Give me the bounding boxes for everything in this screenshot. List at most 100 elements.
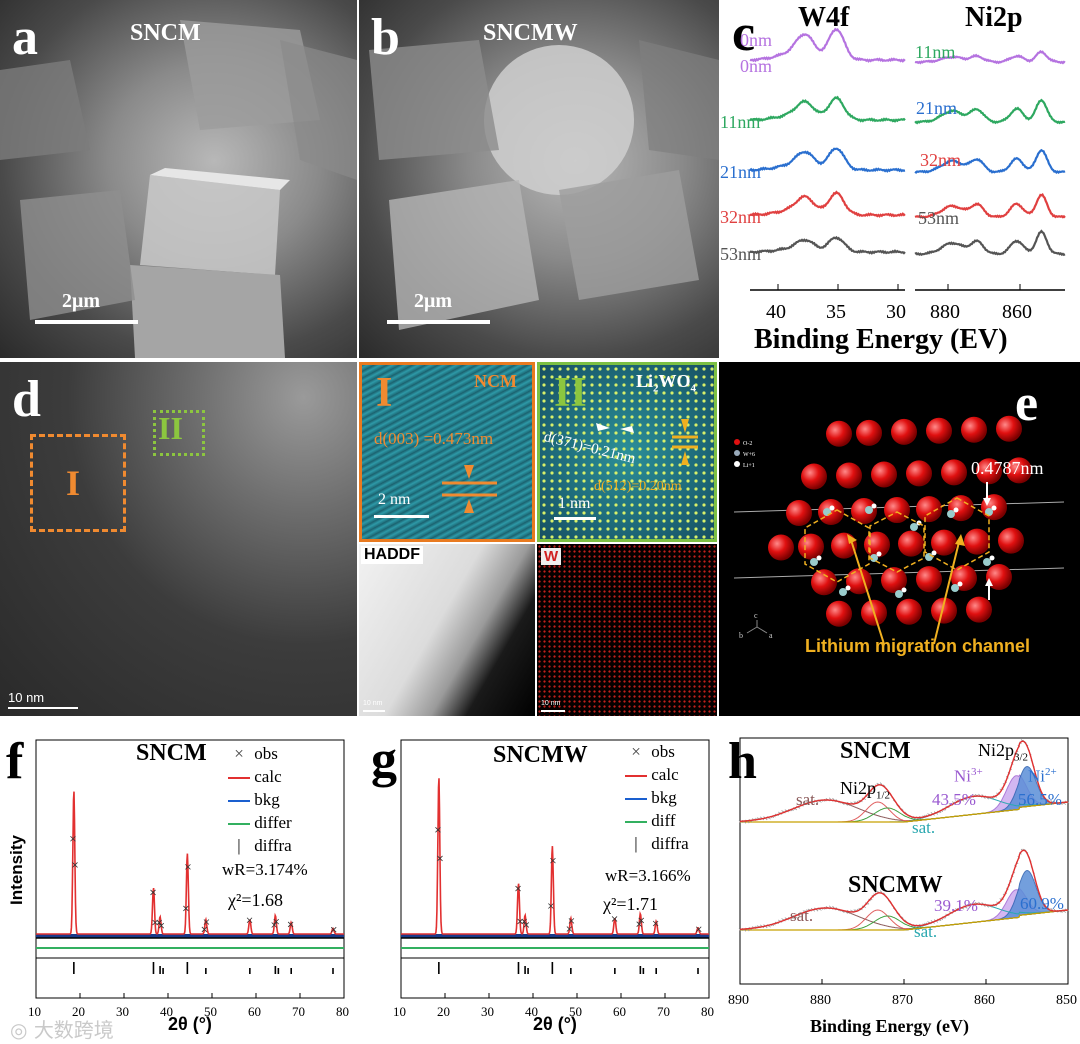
sem-particles-b xyxy=(369,40,719,330)
panel-g-label: g xyxy=(371,731,397,788)
panel-c-w4f-title: W4f xyxy=(798,2,850,33)
panel-b-scale-bar xyxy=(387,320,490,324)
c-left-tick-0: 40 xyxy=(766,301,786,323)
inset-ii-hrtem: II Li2WO4 d(371)=0.21nm d(512)=0.20nm 1 … xyxy=(537,362,717,542)
li-atom xyxy=(871,503,877,509)
panel-a-scale-label: 2μm xyxy=(62,290,100,312)
panel-f-xrd-sncm: f 10 20 30 40 50 60 70 80 SNCM × obs calc bkg d… xyxy=(0,730,360,1044)
oxygen-atom xyxy=(916,566,942,593)
w-eds-map: W 10 nm xyxy=(537,544,717,716)
legend-text: obs xyxy=(254,744,278,763)
h-sat-1a: sat. xyxy=(796,790,820,809)
h-percent-2a: 39.1% xyxy=(934,896,978,915)
obs-marks xyxy=(70,835,337,933)
x-tick-70: 70 xyxy=(292,1004,305,1019)
oxygen-atom xyxy=(851,498,877,525)
region-i-label: I xyxy=(66,463,81,503)
panel-d-label: d xyxy=(12,371,41,428)
w4f-depth-label-11nm: 11nm xyxy=(720,112,760,132)
x-tick-80: 80 xyxy=(701,1004,714,1019)
c-left-tick-2: 30 xyxy=(886,301,906,323)
legend-entry-calc: calc xyxy=(228,765,292,788)
c-right-tick-0: 880 xyxy=(930,301,960,323)
oxygen-atom xyxy=(836,462,862,489)
w4f-depth-label-21nm: 21nm xyxy=(720,162,761,182)
legend-text: differ xyxy=(254,813,292,832)
panel-b-sem-image: b SNCMW 2μm xyxy=(359,0,719,358)
ni2p-curve-32nm xyxy=(914,193,1066,219)
x-tick-50: 50 xyxy=(204,1004,217,1019)
legend-text: calc xyxy=(651,765,679,784)
oxygen-atom xyxy=(966,596,992,623)
w-map-scale-label: 10 nm xyxy=(541,700,561,707)
ni2p-curve-0nm xyxy=(914,49,1066,65)
w4f-depth-label-0nm: 0nm xyxy=(740,56,772,76)
h-sat-2a: sat. xyxy=(790,906,814,925)
ni2p-depth-label-0nm: 0nm xyxy=(740,30,772,50)
oxygen-atom xyxy=(786,500,812,526)
legend-li: Li+1 xyxy=(743,463,755,469)
oxygen-atom xyxy=(798,533,824,560)
oxygen-atom xyxy=(884,497,910,524)
legend-text: bkg xyxy=(651,788,677,807)
panel-h-xps-fit: h 890 880 870 860 850 SNCM SNCMW Ni2p3/2 Ni2… xyxy=(728,730,1080,1044)
panel-h-xlabel: Binding Energy (eV) xyxy=(810,1016,970,1036)
legend-text: diffra xyxy=(254,836,292,855)
h-x-tick-850: 850 xyxy=(1056,993,1077,1008)
calc-curve xyxy=(401,778,709,935)
panel-f-chi: χ²=1.68 xyxy=(228,890,284,910)
oxygen-atom xyxy=(881,567,907,594)
inset-ii-phase: Li2WO4 xyxy=(636,371,697,395)
panel-g-xlabel: 2θ (°) xyxy=(533,1014,577,1034)
inset-i-arrows xyxy=(442,465,497,513)
haddf-label: HADDF xyxy=(361,546,423,564)
w4f-curve-0nm xyxy=(749,27,906,63)
oxygen-atom xyxy=(811,569,837,596)
x-tick-40: 40 xyxy=(160,1004,173,1019)
oxygen-atom xyxy=(898,530,924,557)
w-atom xyxy=(810,558,818,566)
inset-ii-arrows xyxy=(596,419,698,465)
legend-entry-obs: × obs xyxy=(234,744,278,763)
panel-a-scale-bar xyxy=(35,320,138,324)
background-line xyxy=(740,801,1069,823)
panel-g-chi: χ²=1.71 xyxy=(603,894,659,914)
oxygen-atom xyxy=(996,415,1022,442)
legend-entry-diffra: | diffra xyxy=(237,836,292,855)
x-tick-10: 10 xyxy=(393,1004,406,1019)
oxygen-atom xyxy=(986,564,1012,590)
fit-envelope xyxy=(740,740,1069,822)
oxygen-atom xyxy=(896,598,922,625)
inset-i-phase: NCM xyxy=(474,371,517,391)
x-tick-30: 30 xyxy=(481,1004,494,1019)
panel-g-wr: wR=3.166% xyxy=(605,866,691,885)
li-atom xyxy=(901,587,907,593)
x-tick-70: 70 xyxy=(657,1004,670,1019)
oxygen-atom xyxy=(846,568,872,595)
h-percent-1b: 56.5% xyxy=(1018,790,1062,809)
w4f-curve-32nm xyxy=(749,190,906,218)
watermark: ◎ 大数跨境 xyxy=(10,1018,114,1042)
x-tick-10: 10 xyxy=(28,1004,41,1019)
h-title-2: SNCMW xyxy=(848,872,943,898)
h-percent-2b: 60.9% xyxy=(1020,894,1064,913)
panel-c-label: c xyxy=(732,5,756,62)
oxygen-atom xyxy=(926,417,952,444)
oxygen-atom xyxy=(998,527,1024,554)
panel-f-svg: 10 20 30 40 50 60 70 80 xyxy=(28,739,349,1019)
legend-w: W+6 xyxy=(743,452,755,458)
legend-text: bkg xyxy=(254,790,280,809)
oxygen-atom xyxy=(906,460,932,487)
haddf-scale-label: 10 nm xyxy=(363,700,383,707)
legend-entry-bkg: bkg xyxy=(625,786,689,809)
h-x-tick-860: 860 xyxy=(974,993,995,1008)
legend-text: diff xyxy=(651,811,676,830)
panel-d-scale-bar xyxy=(8,707,78,709)
axis-a: a xyxy=(769,631,773,640)
w-atom xyxy=(925,553,933,561)
w4f-depth-label-32nm: 32nm xyxy=(720,207,761,227)
legend-text: diffra xyxy=(651,834,689,853)
c-left-tick-1: 35 xyxy=(826,301,846,323)
x-tick-60: 60 xyxy=(248,1004,261,1019)
